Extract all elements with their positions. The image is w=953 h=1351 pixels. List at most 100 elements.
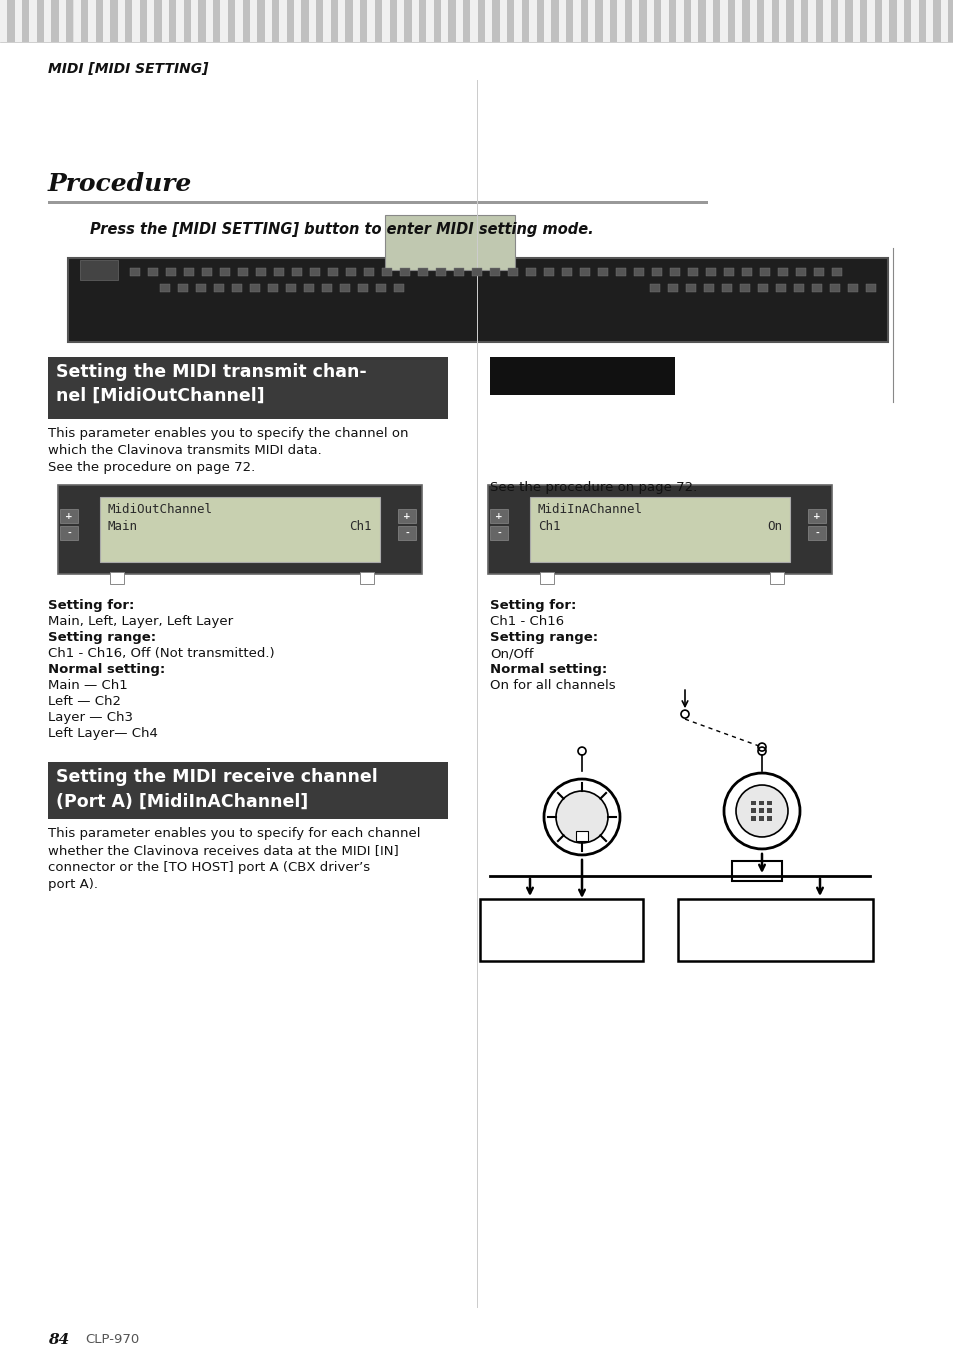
- Bar: [896, 0, 903, 42]
- Bar: [720, 0, 727, 42]
- Bar: [14, 0, 22, 42]
- Bar: [543, 0, 551, 42]
- Bar: [68, 258, 887, 342]
- Text: Press the [MIDI SETTING] button to enter MIDI setting mode.: Press the [MIDI SETTING] button to enter…: [90, 222, 593, 236]
- Text: This parameter enables you to specify for each channel: This parameter enables you to specify fo…: [48, 827, 420, 840]
- Bar: [60, 509, 78, 523]
- Bar: [769, 573, 783, 584]
- Text: MidiOutChannel: MidiOutChannel: [108, 504, 213, 516]
- Bar: [807, 0, 815, 42]
- Bar: [382, 0, 389, 42]
- Bar: [801, 0, 807, 42]
- Bar: [859, 0, 866, 42]
- Text: -: -: [405, 528, 409, 538]
- Bar: [454, 267, 463, 276]
- Bar: [322, 284, 332, 292]
- Bar: [292, 267, 302, 276]
- Bar: [579, 267, 589, 276]
- Bar: [139, 0, 147, 42]
- Bar: [389, 0, 396, 42]
- Bar: [294, 0, 301, 42]
- Bar: [470, 0, 477, 42]
- Text: See the procedure on page 72.: See the procedure on page 72.: [48, 462, 255, 474]
- Bar: [80, 259, 118, 280]
- Bar: [940, 0, 947, 42]
- Bar: [660, 0, 668, 42]
- Text: -: -: [67, 528, 71, 538]
- Text: Ch1: Ch1: [349, 520, 372, 534]
- Bar: [778, 267, 787, 276]
- Bar: [279, 0, 286, 42]
- Bar: [411, 0, 418, 42]
- Bar: [462, 0, 470, 42]
- Bar: [609, 0, 617, 42]
- Bar: [399, 267, 410, 276]
- Text: Left — Ch2: Left — Ch2: [48, 696, 121, 708]
- Bar: [268, 284, 277, 292]
- Bar: [385, 215, 515, 270]
- Bar: [206, 0, 213, 42]
- Bar: [479, 898, 642, 961]
- Bar: [667, 284, 678, 292]
- Bar: [598, 267, 607, 276]
- Bar: [649, 284, 659, 292]
- Bar: [705, 267, 716, 276]
- Bar: [685, 284, 696, 292]
- Text: CLP-970: CLP-970: [85, 1333, 139, 1347]
- Text: Setting for:: Setting for:: [48, 600, 134, 612]
- Bar: [779, 0, 785, 42]
- Bar: [360, 0, 367, 42]
- Bar: [309, 0, 315, 42]
- Bar: [66, 0, 73, 42]
- Text: MIDI [MIDI SETTING]: MIDI [MIDI SETTING]: [48, 62, 209, 76]
- Bar: [712, 0, 720, 42]
- Bar: [51, 0, 59, 42]
- Bar: [490, 527, 507, 540]
- Bar: [865, 284, 875, 292]
- Bar: [705, 0, 712, 42]
- Bar: [837, 0, 844, 42]
- Bar: [847, 284, 857, 292]
- Bar: [250, 0, 257, 42]
- Bar: [668, 0, 676, 42]
- Bar: [484, 0, 492, 42]
- Bar: [561, 267, 572, 276]
- Bar: [558, 0, 565, 42]
- Text: This parameter enables you to specify the channel on: This parameter enables you to specify th…: [48, 427, 408, 440]
- Text: +: +: [812, 512, 820, 521]
- Text: See the procedure on page 72.: See the procedure on page 72.: [490, 481, 697, 494]
- Bar: [202, 267, 212, 276]
- Bar: [514, 0, 521, 42]
- Bar: [654, 0, 660, 42]
- Bar: [160, 284, 170, 292]
- Bar: [30, 0, 37, 42]
- Bar: [616, 267, 625, 276]
- Bar: [741, 0, 749, 42]
- Bar: [472, 267, 481, 276]
- Bar: [507, 0, 514, 42]
- Bar: [315, 0, 323, 42]
- Bar: [759, 816, 763, 821]
- Text: Normal setting:: Normal setting:: [48, 663, 165, 676]
- Bar: [426, 0, 434, 42]
- Text: Left Layer— Ch4: Left Layer— Ch4: [48, 727, 157, 740]
- Bar: [132, 0, 139, 42]
- Bar: [242, 0, 250, 42]
- Bar: [456, 0, 462, 42]
- Bar: [235, 0, 242, 42]
- Bar: [751, 801, 756, 805]
- Bar: [176, 0, 184, 42]
- Bar: [375, 0, 382, 42]
- Bar: [632, 0, 639, 42]
- Bar: [418, 0, 426, 42]
- Bar: [257, 0, 264, 42]
- Bar: [147, 0, 154, 42]
- Text: Ch1 - Ch16, Off (Not transmitted.): Ch1 - Ch16, Off (Not transmitted.): [48, 647, 274, 661]
- Bar: [882, 0, 888, 42]
- Bar: [576, 831, 587, 840]
- Bar: [723, 267, 733, 276]
- Text: Layer — Ch3: Layer — Ch3: [48, 711, 132, 724]
- Bar: [8, 0, 14, 42]
- Bar: [58, 485, 421, 574]
- Bar: [734, 0, 741, 42]
